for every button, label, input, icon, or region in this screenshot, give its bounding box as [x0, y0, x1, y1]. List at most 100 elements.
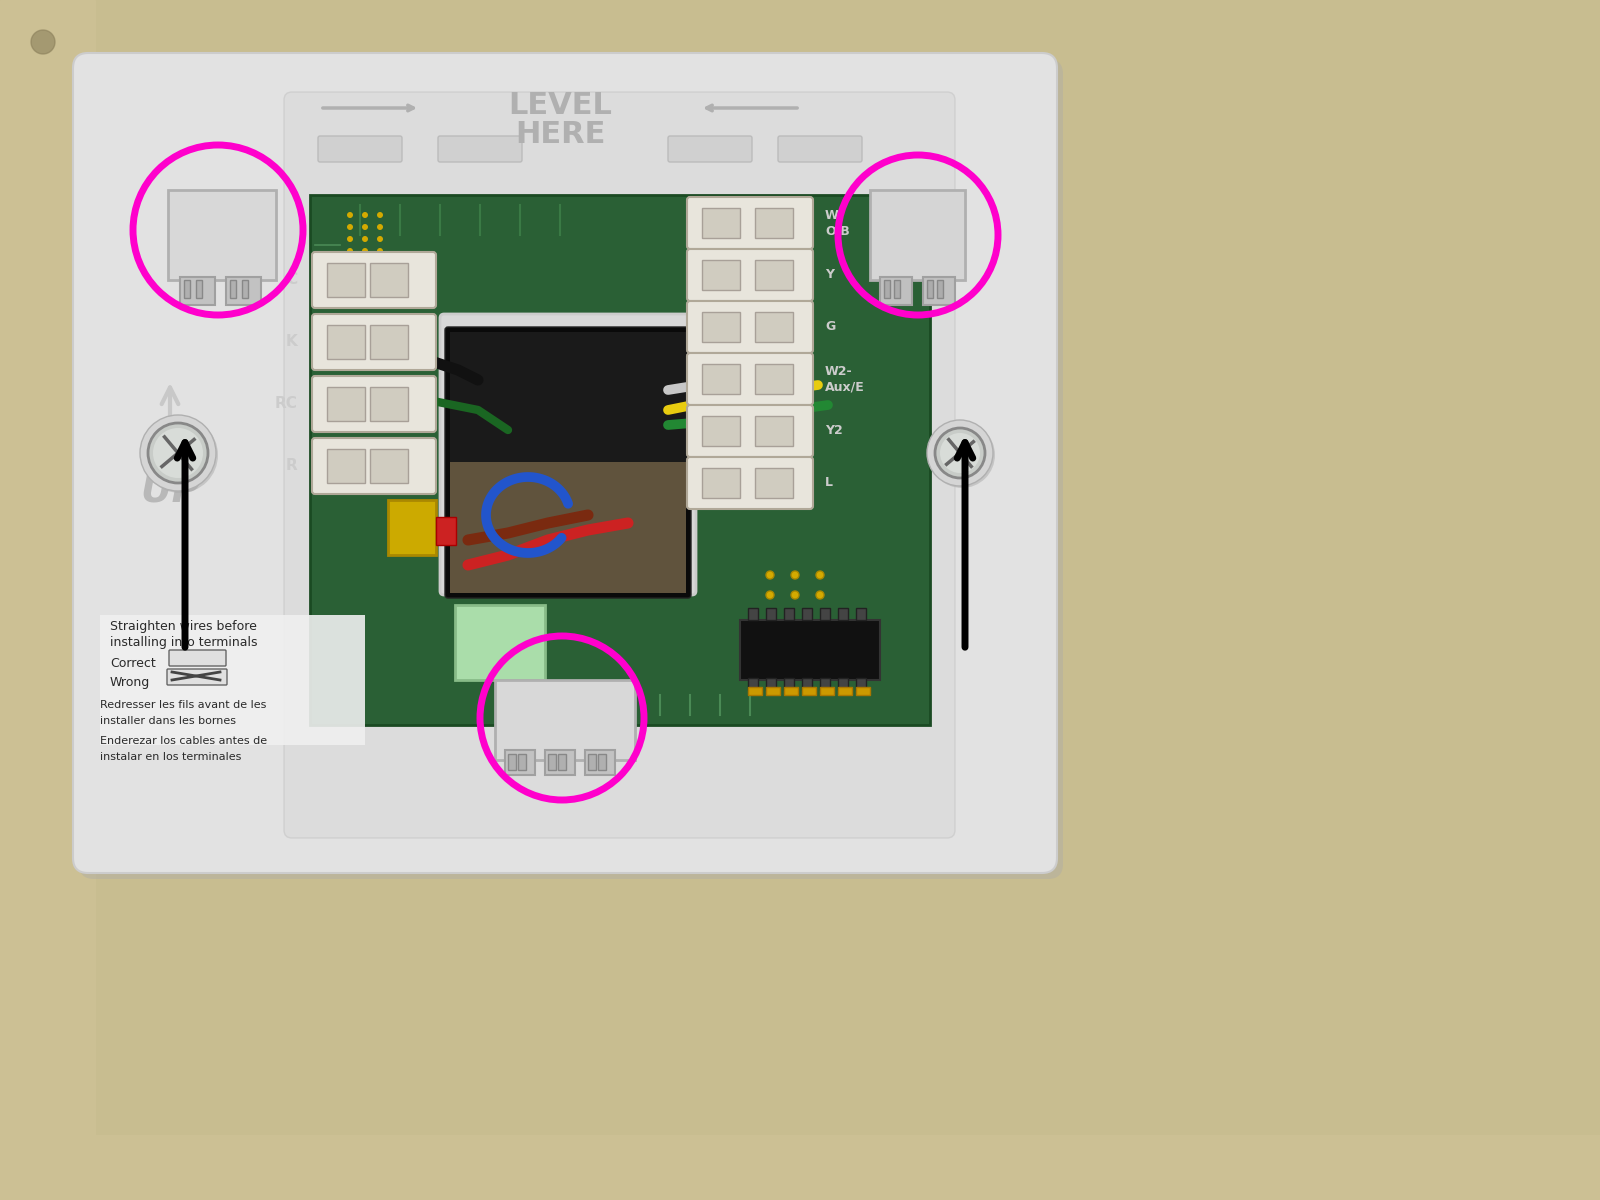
Bar [766, 608, 776, 620]
Bar [509, 754, 515, 770]
Bar [702, 208, 739, 238]
Bar [749, 686, 762, 695]
Text: LEVEL
HERE: LEVEL HERE [509, 91, 611, 149]
Bar [598, 754, 606, 770]
FancyBboxPatch shape [686, 248, 813, 301]
Bar [586, 750, 614, 775]
Bar [0, 0, 94, 1200]
Bar [755, 364, 794, 394]
Text: W-
O/B: W- O/B [826, 209, 850, 236]
Bar [168, 190, 277, 280]
Bar [370, 386, 408, 421]
Circle shape [362, 248, 368, 254]
Bar [755, 468, 794, 498]
Bar [766, 686, 781, 695]
Text: installer dans les bornes: installer dans les bornes [99, 716, 237, 726]
Circle shape [347, 248, 354, 254]
Bar [870, 190, 965, 280]
Bar [755, 208, 794, 238]
Bar [326, 325, 365, 359]
Circle shape [816, 571, 824, 578]
Circle shape [766, 590, 774, 599]
Bar [739, 620, 880, 680]
Text: Straighten wires before: Straighten wires before [110, 620, 258, 634]
Circle shape [926, 420, 994, 486]
Bar [546, 750, 574, 775]
Bar [802, 686, 816, 695]
Bar [883, 280, 890, 298]
Text: instalar en los terminales: instalar en los terminales [99, 752, 242, 762]
Text: R: R [285, 458, 298, 474]
Bar [749, 608, 758, 620]
Bar [370, 325, 408, 359]
Bar [179, 277, 214, 305]
FancyBboxPatch shape [312, 314, 435, 370]
Bar [802, 608, 813, 620]
Circle shape [378, 224, 382, 230]
Bar [450, 461, 686, 593]
Bar [195, 280, 202, 298]
Text: G: G [826, 320, 835, 334]
Circle shape [362, 236, 368, 242]
Bar [784, 608, 794, 620]
FancyBboxPatch shape [318, 136, 402, 162]
Bar [856, 608, 866, 620]
Bar [326, 449, 365, 482]
Circle shape [790, 571, 798, 578]
Circle shape [347, 236, 354, 242]
Bar [838, 686, 851, 695]
FancyBboxPatch shape [778, 136, 862, 162]
Bar [226, 277, 261, 305]
Bar [880, 277, 912, 305]
Bar [454, 605, 546, 680]
Bar [755, 312, 794, 342]
FancyBboxPatch shape [312, 252, 435, 308]
Text: RC: RC [274, 396, 298, 412]
Bar [0, 1135, 1600, 1200]
Text: Y2: Y2 [826, 425, 843, 438]
Bar [326, 386, 365, 421]
Bar [702, 468, 739, 498]
Text: K: K [285, 335, 298, 349]
Bar [702, 416, 739, 446]
Bar [819, 678, 830, 690]
Text: Enderezar los cables antes de: Enderezar los cables antes de [99, 736, 267, 746]
Bar [819, 686, 834, 695]
Circle shape [930, 422, 995, 488]
FancyBboxPatch shape [440, 314, 696, 595]
Text: C: C [286, 272, 298, 288]
Circle shape [934, 428, 986, 478]
FancyBboxPatch shape [686, 301, 813, 353]
FancyBboxPatch shape [686, 404, 813, 457]
Bar [702, 312, 739, 342]
Circle shape [790, 590, 798, 599]
Circle shape [154, 428, 203, 478]
Bar [755, 416, 794, 446]
Bar [547, 754, 557, 770]
Circle shape [816, 590, 824, 599]
Text: Wrong: Wrong [110, 676, 150, 689]
Bar [230, 280, 237, 298]
Circle shape [362, 224, 368, 230]
Bar [926, 280, 933, 298]
Bar [894, 280, 899, 298]
Circle shape [941, 433, 979, 473]
Text: Y: Y [826, 269, 834, 282]
FancyBboxPatch shape [312, 376, 435, 432]
Circle shape [30, 30, 54, 54]
Text: W2-
Aux/E: W2- Aux/E [826, 365, 864, 392]
FancyBboxPatch shape [166, 670, 227, 685]
Bar [838, 608, 848, 620]
Circle shape [147, 422, 208, 482]
Text: L: L [826, 476, 834, 490]
Bar [370, 263, 408, 296]
FancyBboxPatch shape [74, 53, 1058, 874]
FancyBboxPatch shape [438, 136, 522, 162]
Circle shape [378, 236, 382, 242]
FancyBboxPatch shape [686, 353, 813, 404]
Bar [802, 678, 813, 690]
Bar [99, 614, 365, 745]
Bar [506, 750, 534, 775]
FancyBboxPatch shape [285, 92, 955, 838]
Bar [784, 678, 794, 690]
